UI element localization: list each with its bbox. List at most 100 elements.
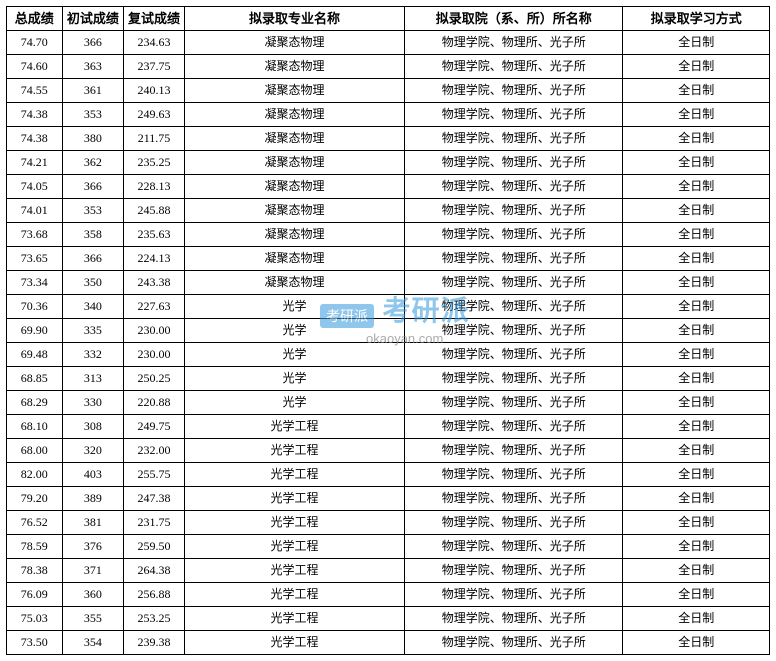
cell-initial: 340	[62, 295, 124, 319]
cell-mode: 全日制	[623, 199, 770, 223]
table-row: 73.50354239.38光学工程物理学院、物理所、光子所全日制	[7, 631, 770, 655]
cell-mode: 全日制	[623, 343, 770, 367]
table-row: 74.60363237.75凝聚态物理物理学院、物理所、光子所全日制	[7, 55, 770, 79]
table-row: 74.38353249.63凝聚态物理物理学院、物理所、光子所全日制	[7, 103, 770, 127]
cell-retest: 247.38	[124, 487, 185, 511]
cell-mode: 全日制	[623, 511, 770, 535]
cell-major: 凝聚态物理	[184, 199, 404, 223]
cell-total: 73.65	[7, 247, 63, 271]
cell-initial: 308	[62, 415, 124, 439]
table-row: 79.20389247.38光学工程物理学院、物理所、光子所全日制	[7, 487, 770, 511]
cell-initial: 360	[62, 583, 124, 607]
cell-total: 68.85	[7, 367, 63, 391]
cell-dept: 物理学院、物理所、光子所	[405, 271, 623, 295]
table-row: 74.05366228.13凝聚态物理物理学院、物理所、光子所全日制	[7, 175, 770, 199]
cell-dept: 物理学院、物理所、光子所	[405, 223, 623, 247]
cell-dept: 物理学院、物理所、光子所	[405, 103, 623, 127]
cell-initial: 320	[62, 439, 124, 463]
cell-dept: 物理学院、物理所、光子所	[405, 247, 623, 271]
col-header-total: 总成绩	[7, 7, 63, 31]
cell-mode: 全日制	[623, 79, 770, 103]
cell-mode: 全日制	[623, 367, 770, 391]
cell-total: 73.34	[7, 271, 63, 295]
cell-mode: 全日制	[623, 439, 770, 463]
table-row: 74.55361240.13凝聚态物理物理学院、物理所、光子所全日制	[7, 79, 770, 103]
cell-retest: 255.75	[124, 463, 185, 487]
admission-table: 总成绩 初试成绩 复试成绩 拟录取专业名称 拟录取院（系、所）所名称 拟录取学习…	[6, 6, 770, 655]
cell-major: 光学工程	[184, 439, 404, 463]
cell-initial: 376	[62, 535, 124, 559]
cell-retest: 253.25	[124, 607, 185, 631]
cell-total: 82.00	[7, 463, 63, 487]
cell-dept: 物理学院、物理所、光子所	[405, 343, 623, 367]
cell-initial: 389	[62, 487, 124, 511]
cell-retest: 264.38	[124, 559, 185, 583]
cell-retest: 235.63	[124, 223, 185, 247]
cell-mode: 全日制	[623, 631, 770, 655]
cell-mode: 全日制	[623, 127, 770, 151]
cell-retest: 249.63	[124, 103, 185, 127]
table-row: 82.00403255.75光学工程物理学院、物理所、光子所全日制	[7, 463, 770, 487]
cell-dept: 物理学院、物理所、光子所	[405, 415, 623, 439]
col-header-major: 拟录取专业名称	[184, 7, 404, 31]
cell-initial: 358	[62, 223, 124, 247]
cell-initial: 363	[62, 55, 124, 79]
cell-total: 74.38	[7, 103, 63, 127]
table-row: 78.59376259.50光学工程物理学院、物理所、光子所全日制	[7, 535, 770, 559]
cell-mode: 全日制	[623, 415, 770, 439]
cell-initial: 354	[62, 631, 124, 655]
cell-major: 光学工程	[184, 463, 404, 487]
cell-major: 光学	[184, 295, 404, 319]
cell-mode: 全日制	[623, 151, 770, 175]
cell-mode: 全日制	[623, 535, 770, 559]
cell-total: 74.70	[7, 31, 63, 55]
cell-total: 74.38	[7, 127, 63, 151]
cell-dept: 物理学院、物理所、光子所	[405, 151, 623, 175]
cell-retest: 230.00	[124, 319, 185, 343]
cell-initial: 381	[62, 511, 124, 535]
cell-mode: 全日制	[623, 487, 770, 511]
cell-mode: 全日制	[623, 175, 770, 199]
cell-major: 凝聚态物理	[184, 151, 404, 175]
table-row: 74.21362235.25凝聚态物理物理学院、物理所、光子所全日制	[7, 151, 770, 175]
cell-initial: 366	[62, 31, 124, 55]
col-header-dept: 拟录取院（系、所）所名称	[405, 7, 623, 31]
cell-initial: 353	[62, 199, 124, 223]
cell-total: 68.10	[7, 415, 63, 439]
cell-initial: 353	[62, 103, 124, 127]
cell-major: 光学工程	[184, 583, 404, 607]
cell-major: 光学工程	[184, 631, 404, 655]
table-row: 68.29330220.88光学物理学院、物理所、光子所全日制	[7, 391, 770, 415]
cell-total: 74.60	[7, 55, 63, 79]
cell-mode: 全日制	[623, 463, 770, 487]
table-row: 70.36340227.63光学物理学院、物理所、光子所全日制	[7, 295, 770, 319]
cell-total: 79.20	[7, 487, 63, 511]
cell-retest: 224.13	[124, 247, 185, 271]
col-header-initial: 初试成绩	[62, 7, 124, 31]
cell-total: 76.52	[7, 511, 63, 535]
cell-total: 70.36	[7, 295, 63, 319]
table-row: 74.38380211.75凝聚态物理物理学院、物理所、光子所全日制	[7, 127, 770, 151]
table-row: 76.52381231.75光学工程物理学院、物理所、光子所全日制	[7, 511, 770, 535]
cell-initial: 361	[62, 79, 124, 103]
cell-major: 凝聚态物理	[184, 223, 404, 247]
cell-dept: 物理学院、物理所、光子所	[405, 511, 623, 535]
cell-dept: 物理学院、物理所、光子所	[405, 79, 623, 103]
cell-dept: 物理学院、物理所、光子所	[405, 487, 623, 511]
cell-total: 73.68	[7, 223, 63, 247]
cell-major: 光学	[184, 319, 404, 343]
cell-total: 74.01	[7, 199, 63, 223]
cell-initial: 366	[62, 175, 124, 199]
cell-mode: 全日制	[623, 607, 770, 631]
table-row: 68.85313250.25光学物理学院、物理所、光子所全日制	[7, 367, 770, 391]
table-row: 69.90335230.00光学物理学院、物理所、光子所全日制	[7, 319, 770, 343]
table-row: 73.65366224.13凝聚态物理物理学院、物理所、光子所全日制	[7, 247, 770, 271]
cell-major: 凝聚态物理	[184, 271, 404, 295]
cell-mode: 全日制	[623, 583, 770, 607]
cell-dept: 物理学院、物理所、光子所	[405, 295, 623, 319]
cell-retest: 235.25	[124, 151, 185, 175]
cell-retest: 243.38	[124, 271, 185, 295]
table-row: 74.01353245.88凝聚态物理物理学院、物理所、光子所全日制	[7, 199, 770, 223]
cell-total: 76.09	[7, 583, 63, 607]
cell-major: 光学工程	[184, 559, 404, 583]
